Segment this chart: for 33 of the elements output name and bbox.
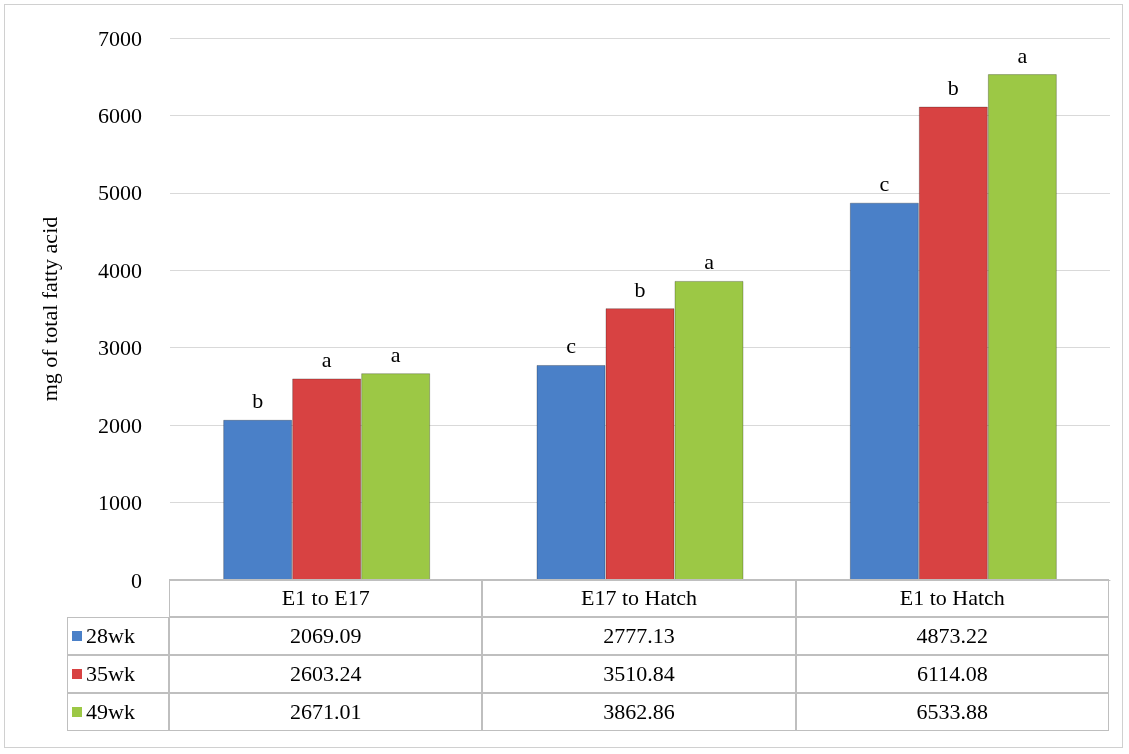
x-tick-label: E1 to E17 bbox=[169, 579, 483, 617]
y-tick-label: 7000 bbox=[98, 25, 142, 51]
data-label: 2671.01 bbox=[169, 693, 483, 731]
data-label: 2069.09 bbox=[169, 617, 483, 655]
y-tick-label: 6000 bbox=[98, 102, 142, 128]
data-label: 6533.88 bbox=[795, 693, 1109, 731]
data-label: 2777.13 bbox=[482, 617, 796, 655]
data-label: 3862.86 bbox=[482, 693, 796, 731]
y-tick-label: 4000 bbox=[98, 257, 142, 283]
x-tick-label: E17 to Hatch bbox=[482, 579, 796, 617]
legend-label: 35wk bbox=[67, 655, 169, 693]
y-tick-label: 3000 bbox=[98, 335, 142, 361]
annotation: c bbox=[566, 333, 577, 359]
annotation: a bbox=[1017, 42, 1028, 68]
data-label: 2603.24 bbox=[169, 655, 483, 693]
y-tick-label: 0 bbox=[131, 567, 142, 593]
annotation: a bbox=[704, 249, 715, 275]
data-label: 4873.22 bbox=[795, 617, 1109, 655]
x-tick-label: E1 to Hatch bbox=[795, 579, 1109, 617]
y-axis-title: mg of total fatty acid bbox=[36, 216, 62, 402]
data-label: 3510.84 bbox=[482, 655, 796, 693]
legend-label: 49wk bbox=[67, 693, 169, 731]
annotation: c bbox=[879, 171, 890, 197]
data-label: 6114.08 bbox=[795, 655, 1109, 693]
y-tick-label: 1000 bbox=[98, 490, 142, 516]
annotation: b bbox=[947, 75, 959, 101]
annotation: b bbox=[252, 388, 264, 414]
y-tick-label: 2000 bbox=[98, 412, 142, 438]
annotation: a bbox=[390, 341, 401, 367]
y-tick-label: 5000 bbox=[98, 180, 142, 206]
annotation: a bbox=[321, 346, 332, 372]
legend-label: 28wk bbox=[67, 617, 169, 655]
annotation: b bbox=[634, 276, 646, 302]
